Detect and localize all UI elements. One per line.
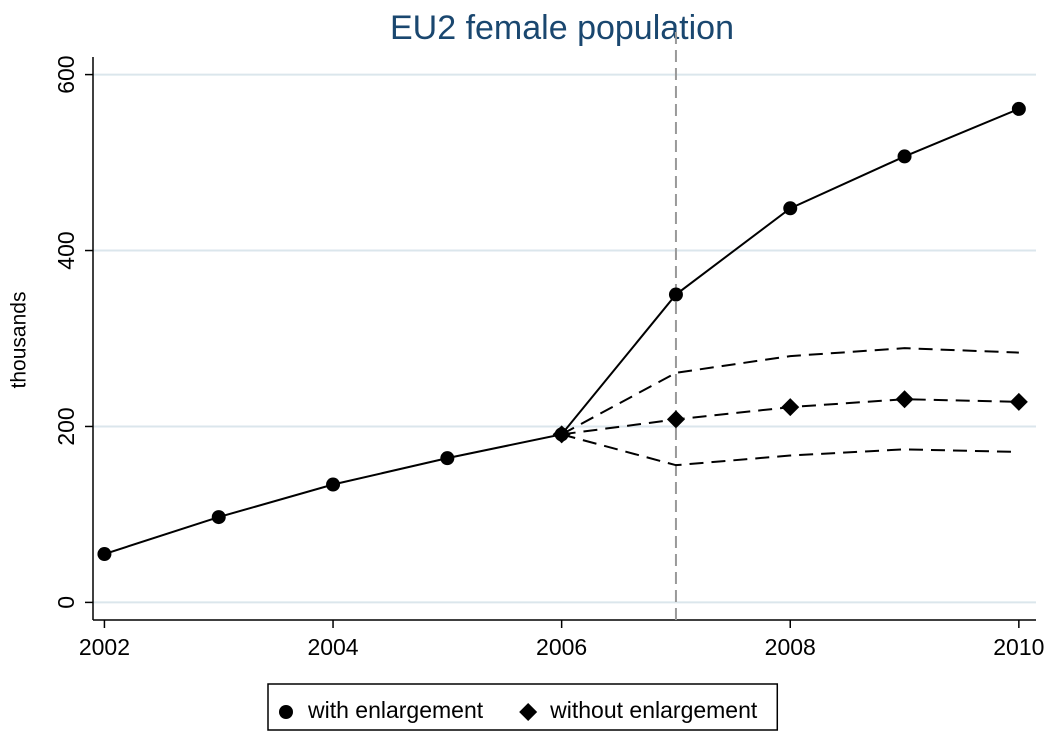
series-line [561,433,1019,467]
x-tick-label: 2008 [765,634,816,660]
point [666,410,685,429]
series-line [104,107,1020,555]
point [552,425,571,444]
point [326,477,341,492]
x-tick-label: 2002 [79,634,130,660]
y-tick-label: 200 [53,407,79,445]
point [211,510,226,525]
chart-title: EU2 female population [390,9,734,47]
series-line [561,347,1019,436]
point [440,451,455,466]
point [783,201,798,216]
legend: with enlargement without enlargement [267,683,779,731]
legend-label: with enlargement [307,697,484,723]
y-tick-label: 0 [53,596,79,609]
point [897,149,912,164]
legend-marker [519,703,538,721]
x-tick-label: 2006 [536,634,587,660]
point [781,398,800,417]
point [97,547,112,562]
x-tick-label: 2004 [307,634,358,660]
y-tick-label: 600 [53,55,79,93]
x-tick-label: 2010 [993,634,1044,660]
legend-label: without enlargement [549,697,758,723]
point [1009,392,1028,411]
y-axis-label: thousands [8,292,31,389]
legend-marker [279,705,293,719]
legend-box [267,683,779,731]
point [668,287,683,302]
y-tick-label: 400 [53,231,79,269]
point [1011,101,1026,116]
point [895,390,914,409]
